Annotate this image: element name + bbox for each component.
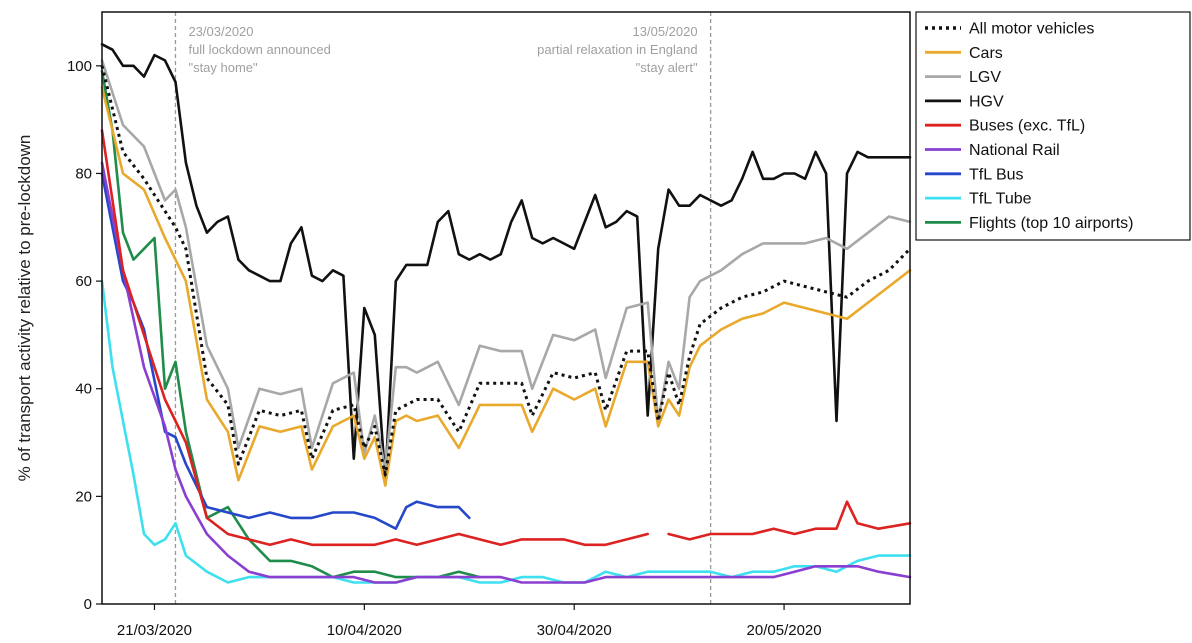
series-line-flights-top-10-airports [100,69,482,579]
series-line-national-rail [100,161,912,584]
annotation-text: 23/03/2020 [188,24,253,39]
y-tick-label: 40 [75,381,92,398]
y-axis-label: % of transport activity relative to pre-… [15,135,34,482]
series-line-hgv [100,43,912,482]
annotation-text: "stay alert" [636,60,698,75]
legend-label-lgv: LGV [969,69,1001,86]
series-line-buses-exc-tfl [100,129,912,547]
x-tick-label: 21/03/2020 [117,622,192,639]
legend-box [915,11,1191,241]
series-line-all-motor-vehicles [100,65,912,477]
x-tick-label: 30/04/2020 [537,622,612,639]
legend-label-buses-exc-tfl: Buses (exc. TfL) [969,118,1085,135]
x-tick-label: 20/05/2020 [747,622,822,639]
series-lines [100,43,912,584]
legend-label-all-motor-vehicles: All motor vehicles [969,21,1094,38]
legend-label-hgv: HGV [969,93,1004,110]
plot-frame [101,11,911,605]
y-tick-label: 20 [75,488,92,505]
y-tick-label: 100 [67,58,92,75]
y-tick-label: 80 [75,165,92,182]
annotations: 23/03/2020 full lockdown announced "stay h… [188,24,698,75]
annotation-text: partial relaxation in England [537,42,697,57]
legend-label-tfl-bus: TfL Bus [969,166,1024,183]
legend-label-tfl-tube: TfL Tube [969,191,1032,208]
vertical-reference-lines [174,12,712,604]
series-line-lgv [100,59,912,471]
x-axis: 21/03/2020 10/04/2020 30/04/2020 20/05/2020 [117,604,822,639]
series-line-cars [100,86,912,487]
y-tick-label: 0 [84,596,92,613]
series-line-tfl-bus [100,172,471,530]
x-tick-label: 10/04/2020 [327,622,402,639]
annotation-text: 13/05/2020 [633,24,698,39]
annotation-text: full lockdown announced [188,42,330,57]
legend-label-national-rail: National Rail [969,142,1060,159]
annotation-text: "stay home" [188,60,258,75]
y-tick-label: 60 [75,273,92,290]
legend-label-cars: Cars [969,45,1003,62]
legend-label-flights-top-10-airports: Flights (top 10 airports) [969,215,1134,232]
y-axis: 0 20 40 60 80 100 [67,58,102,613]
legend: All motor vehicles Cars LGV HGV Buses (exc. … [915,11,1191,241]
series-line-tfl-tube [100,279,912,584]
